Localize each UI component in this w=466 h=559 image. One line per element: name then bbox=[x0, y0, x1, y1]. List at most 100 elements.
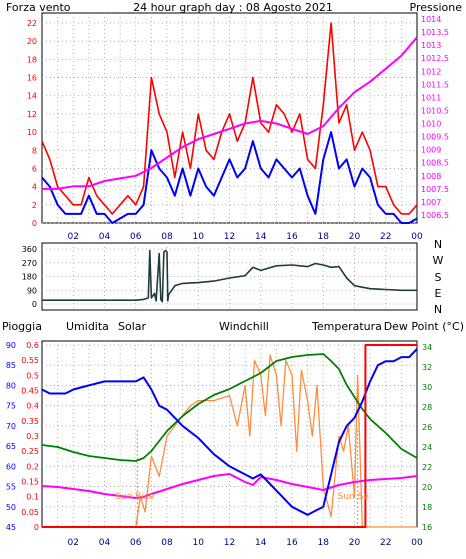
humidity-axis-tick: 55 bbox=[6, 483, 16, 492]
wind-axis-tick: 16 bbox=[27, 74, 37, 83]
wind-pressure-series bbox=[41, 22, 418, 224]
rain-axis-tick: 0.15 bbox=[21, 478, 39, 487]
hour-tick-label: 02 bbox=[68, 538, 79, 548]
wind-axis-tick: 0 bbox=[32, 219, 37, 228]
hour-tick-label: 12 bbox=[224, 232, 235, 242]
dewpoint-label: Dew Point (°C) bbox=[384, 320, 464, 333]
direction-axis-tick: 360 bbox=[22, 245, 37, 254]
hour-tick-label: 06 bbox=[130, 538, 142, 548]
humidity-axis-tick: 85 bbox=[6, 361, 16, 370]
humidity-axis-tick: 90 bbox=[6, 341, 16, 350]
wind-axis-tick: 10 bbox=[27, 128, 37, 137]
humidity-label: Umidita bbox=[66, 320, 109, 333]
temperature-axis-tick: 16 bbox=[422, 523, 432, 532]
direction-axis-tick: 270 bbox=[22, 259, 37, 268]
hour-tick-label: 08 bbox=[161, 232, 173, 242]
wind-axis-tick: 18 bbox=[27, 55, 37, 64]
wind-direction-line bbox=[42, 249, 417, 303]
humidity-temperature-axis-ticks: 0 0.05 0.1 0.15 0.2 0.25 0.3 0.35 0.4 0.45 0.5 0.55… bbox=[6, 341, 432, 532]
wind-direction-grid bbox=[42, 243, 417, 310]
temperature-axis-tick: 26 bbox=[422, 423, 432, 432]
hour-tick-label: 14 bbox=[255, 232, 267, 242]
pressure-axis-tick: 1013.5 bbox=[421, 28, 449, 37]
hour-tick-label: 22 bbox=[380, 232, 391, 242]
rain-axis-tick: 0.35 bbox=[21, 417, 39, 426]
pressure-axis-tick: 1006.5 bbox=[421, 211, 449, 220]
rain-axis-tick: 0.1 bbox=[26, 493, 39, 502]
wind-axis-tick: 14 bbox=[27, 92, 37, 101]
humidity-axis-tick: 50 bbox=[6, 503, 16, 512]
pressure-line bbox=[42, 36, 418, 190]
hour-tick-label: 22 bbox=[380, 538, 391, 548]
wind-average-line bbox=[41, 131, 418, 224]
rain-axis-tick: 0.3 bbox=[26, 432, 39, 441]
pressure-axis-tick: 1007.5 bbox=[421, 185, 449, 194]
temperature-line bbox=[41, 353, 418, 462]
page-title: 24 hour graph day : 08 Agosto 2021 bbox=[133, 1, 333, 14]
rain-label: Pioggia bbox=[2, 320, 42, 333]
pressure-axis-tick: 1012.5 bbox=[421, 54, 449, 63]
temperature-axis-tick: 34 bbox=[422, 343, 432, 352]
hour-tick-label: 06 bbox=[130, 232, 142, 242]
dewpoint-line bbox=[41, 473, 418, 499]
humidity-axis-tick: 60 bbox=[6, 462, 16, 471]
solar-line bbox=[42, 354, 417, 528]
humidity-axis-tick: 65 bbox=[6, 442, 16, 451]
hour-tick-label: 04 bbox=[99, 232, 111, 242]
rain-line bbox=[42, 344, 417, 528]
pressure-axis-tick: 1008.5 bbox=[421, 159, 449, 168]
wind-axis-tick: 8 bbox=[32, 146, 37, 155]
humidity-temperature-series bbox=[41, 344, 418, 528]
wind-axis-tick: 22 bbox=[27, 19, 37, 28]
rain-axis-tick: 0.5 bbox=[26, 371, 39, 380]
compass-label: N bbox=[434, 303, 442, 316]
wind-pressure-axis-ticks: 02468101214161820221006.510071007.510081… bbox=[27, 15, 449, 242]
hour-tick-label: 04 bbox=[99, 538, 111, 548]
bottom-x-labels: 02 04 06 08 10 12 14 16 18 20 22 00 bbox=[68, 538, 423, 548]
compass-label: W bbox=[433, 254, 444, 267]
pressure-axis-tick: 1009.5 bbox=[421, 133, 449, 142]
hour-tick-label: 20 bbox=[349, 232, 361, 242]
hour-tick-label: 18 bbox=[318, 232, 330, 242]
pressure-axis-tick: 1007 bbox=[421, 198, 441, 207]
pressure-axis-tick: 1014 bbox=[421, 15, 441, 24]
hour-tick-label: 08 bbox=[161, 538, 173, 548]
compass-label: N bbox=[434, 238, 442, 251]
temperature-label: Temperatura bbox=[311, 320, 382, 333]
rain-axis-tick: 0 bbox=[34, 523, 39, 532]
rain-axis-tick: 0.4 bbox=[26, 402, 39, 411]
pressure-axis-tick: 1008 bbox=[421, 172, 441, 181]
direction-axis-tick: 90 bbox=[27, 286, 37, 295]
wind-axis-tick: 20 bbox=[27, 37, 37, 46]
hour-tick-label: 10 bbox=[193, 232, 205, 242]
hour-tick-label: 02 bbox=[68, 232, 79, 242]
rain-axis-tick: 0.2 bbox=[26, 462, 39, 471]
pressure-axis-tick: 1012 bbox=[421, 67, 441, 76]
humidity-axis-tick: 70 bbox=[6, 422, 16, 431]
wind-strength-label: Forza vento bbox=[6, 1, 71, 14]
wind-axis-tick: 12 bbox=[27, 110, 37, 119]
rain-axis-tick: 0.45 bbox=[21, 387, 39, 396]
temperature-axis-tick: 30 bbox=[422, 383, 432, 392]
hour-tick-label: 18 bbox=[318, 538, 330, 548]
sunrise-annotation: Sun Rise bbox=[115, 492, 154, 502]
rain-axis-tick: 0.25 bbox=[21, 447, 39, 456]
temperature-axis-tick: 28 bbox=[422, 403, 432, 412]
hour-tick-label: 00 bbox=[411, 232, 423, 242]
temperature-axis-tick: 32 bbox=[422, 363, 432, 372]
windchill-label: Windchill bbox=[219, 320, 269, 333]
sunset-annotation: Sun Se bbox=[338, 492, 370, 502]
pressure-axis-tick: 1013 bbox=[421, 41, 441, 50]
rain-axis-tick: 0.05 bbox=[21, 508, 39, 517]
solar-label: Solar bbox=[118, 320, 147, 333]
temperature-axis-tick: 24 bbox=[422, 443, 432, 452]
wind-axis-tick: 6 bbox=[32, 164, 37, 173]
pressure-label: Pressione bbox=[410, 1, 463, 14]
rain-axis-tick: 0.55 bbox=[21, 356, 39, 365]
wind-axis-tick: 2 bbox=[32, 201, 37, 210]
pressure-axis-tick: 1010 bbox=[421, 120, 441, 129]
temperature-axis-tick: 18 bbox=[422, 503, 432, 512]
